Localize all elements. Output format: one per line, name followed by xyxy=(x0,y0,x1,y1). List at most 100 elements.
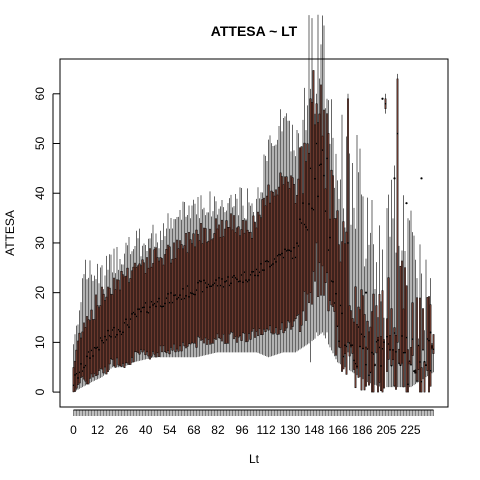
box-body xyxy=(167,244,169,351)
box-body xyxy=(152,263,154,352)
box-41 xyxy=(134,245,136,362)
plot-frame xyxy=(59,58,449,408)
box-body xyxy=(180,244,183,352)
box-body xyxy=(162,264,165,347)
box-body xyxy=(296,194,298,316)
box-body xyxy=(134,262,136,353)
box-body xyxy=(240,229,243,341)
box-body xyxy=(186,252,189,347)
box-body xyxy=(168,246,171,355)
box-body xyxy=(147,267,150,357)
box-234 xyxy=(423,330,426,393)
box-body xyxy=(410,347,412,366)
box-201 xyxy=(374,289,376,385)
x-tick-label-40: 40 xyxy=(139,423,153,437)
y-tick-label-60: 60 xyxy=(33,87,47,101)
box-183 xyxy=(347,93,349,353)
box-body xyxy=(188,232,190,344)
box-body xyxy=(327,133,330,312)
box-body xyxy=(230,213,232,333)
x-tick-label-12: 12 xyxy=(91,423,105,437)
box-33 xyxy=(122,264,124,368)
y-tick-label-20: 20 xyxy=(33,286,47,300)
box-body xyxy=(285,176,288,329)
box-61 xyxy=(164,236,166,358)
box-body xyxy=(215,218,217,340)
box-body xyxy=(212,238,214,344)
y-axis-label: ATTESA xyxy=(3,210,17,256)
box-body xyxy=(155,247,157,358)
box-body xyxy=(225,220,228,344)
box-body xyxy=(426,297,429,371)
box-body xyxy=(279,172,282,330)
box-body xyxy=(326,113,328,274)
box-75 xyxy=(185,216,187,358)
box-body xyxy=(422,308,424,351)
box-body xyxy=(395,335,397,390)
box-body xyxy=(308,152,310,304)
box-151 xyxy=(299,147,301,350)
box-body xyxy=(174,258,177,353)
box-51 xyxy=(149,238,151,360)
box-body xyxy=(141,259,144,353)
box-45 xyxy=(140,256,142,361)
box-body xyxy=(183,245,186,347)
x-ticks xyxy=(73,410,434,416)
box-body xyxy=(221,219,223,342)
box-body xyxy=(419,297,421,393)
box-body xyxy=(276,194,279,335)
box-body xyxy=(122,274,124,364)
box-body xyxy=(281,176,283,324)
y-tick-label-50: 50 xyxy=(33,137,47,151)
y-tick-label-0: 0 xyxy=(33,388,47,395)
box-152 xyxy=(300,146,303,349)
box-body xyxy=(84,327,87,382)
box-97 xyxy=(218,208,220,353)
box-body xyxy=(390,308,393,367)
box-99 xyxy=(221,199,223,353)
box-body xyxy=(335,218,337,356)
box-body xyxy=(81,331,84,377)
box-body xyxy=(95,294,97,377)
box-body xyxy=(233,215,235,340)
box-body xyxy=(375,305,378,354)
box-49 xyxy=(146,251,148,360)
box-body xyxy=(318,113,321,263)
box-body xyxy=(401,260,403,364)
box-body xyxy=(377,336,379,393)
box-body xyxy=(261,199,264,335)
box-body xyxy=(323,109,325,296)
box-202 xyxy=(375,262,378,386)
boxes xyxy=(72,14,435,393)
box-170 xyxy=(327,100,330,345)
box-207 xyxy=(383,317,385,389)
box-body xyxy=(248,232,250,334)
box-body xyxy=(96,305,99,376)
box-body xyxy=(369,326,372,373)
box-body xyxy=(317,122,319,297)
box-body xyxy=(392,349,394,361)
box-body xyxy=(156,257,159,354)
box-body xyxy=(90,309,93,375)
box-body xyxy=(117,279,120,366)
box-body xyxy=(213,233,216,339)
box-body xyxy=(420,367,423,393)
box-body xyxy=(288,188,291,323)
box-body xyxy=(104,300,106,368)
box-body xyxy=(284,176,286,331)
box-body xyxy=(399,265,402,366)
box-body xyxy=(197,234,199,337)
box-87 xyxy=(203,207,205,356)
box-57 xyxy=(158,248,160,358)
box-body xyxy=(383,339,385,389)
box-body xyxy=(110,293,112,360)
box-body xyxy=(381,290,384,393)
box-body xyxy=(371,311,373,393)
box-body xyxy=(108,287,111,365)
box-231 xyxy=(419,244,421,393)
box-233 xyxy=(422,308,424,380)
box-body xyxy=(311,102,313,305)
box-body xyxy=(260,217,262,336)
box-body xyxy=(365,346,367,387)
box-210 xyxy=(387,194,390,388)
